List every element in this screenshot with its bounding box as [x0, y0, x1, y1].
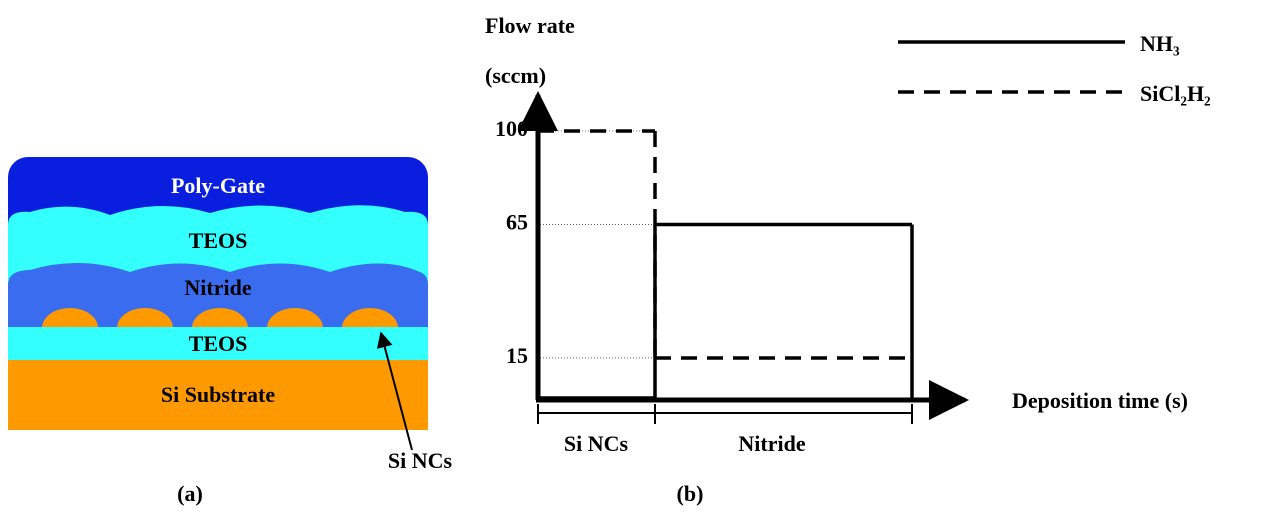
- substrate-layer: [8, 360, 428, 430]
- y-label: (sccm): [485, 63, 546, 88]
- legend-label: NH₃: [1140, 31, 1180, 56]
- nitride-layer: [8, 262, 428, 330]
- legend-label: SiCl₂H₂: [1140, 81, 1211, 106]
- y-tick-label: 100: [495, 116, 528, 141]
- si-nanocrystals: [42, 308, 398, 328]
- cross-section: Poly-Gate TEOS Nitride TEOS Si Substrate…: [8, 157, 453, 506]
- flow-diagram: Flow rate (sccm) Deposition time (s) Si …: [485, 13, 1211, 506]
- teos-thin-layer: [8, 327, 428, 360]
- layer-label: TEOS: [189, 331, 248, 356]
- y-label: Flow rate: [485, 13, 575, 38]
- caption: (b): [677, 481, 704, 506]
- layer-label: Poly-Gate: [171, 173, 265, 198]
- phase-label: Nitride: [738, 431, 805, 456]
- layer-label: TEOS: [189, 228, 248, 253]
- y-tick-label: 65: [506, 209, 528, 234]
- phase-label: Si NCs: [564, 431, 629, 456]
- x-label: Deposition time (s): [1012, 388, 1188, 413]
- layer-label: Nitride: [184, 275, 251, 300]
- annotation: Si NCs: [388, 448, 453, 473]
- caption: (a): [177, 481, 203, 506]
- layer-label: Si Substrate: [161, 382, 276, 407]
- y-tick-label: 15: [506, 343, 528, 368]
- annotation-arrow: [376, 331, 413, 451]
